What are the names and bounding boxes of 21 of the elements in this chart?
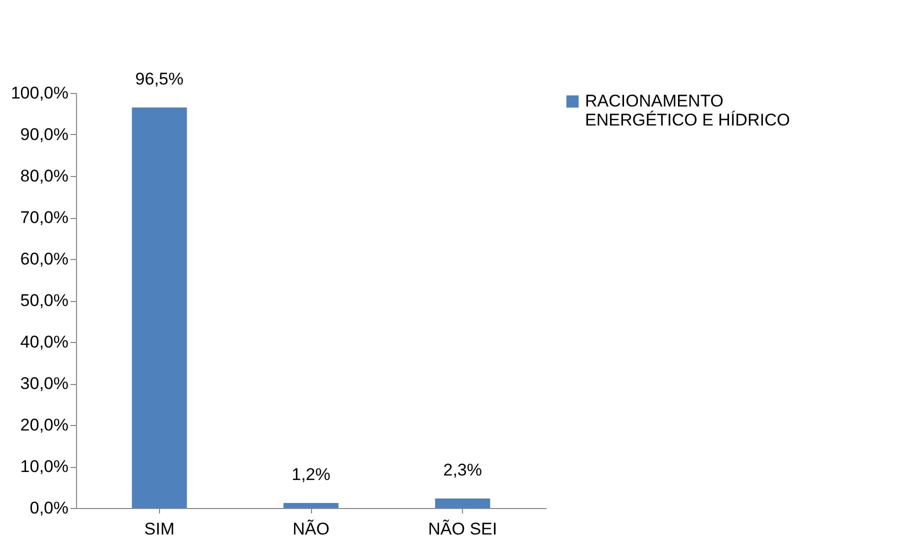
y-tick-label: 70,0%	[20, 208, 68, 227]
y-tick-label: 40,0%	[20, 332, 68, 352]
data-label: 1,2%	[292, 465, 330, 484]
bar	[132, 108, 187, 508]
legend-label: RACIONAMENTO ENERGÉTICO E HÍDRICO	[585, 92, 790, 130]
bar	[435, 498, 490, 508]
y-tick-label: 20,0%	[20, 416, 68, 434]
y-tick-label: 0,0%	[30, 498, 68, 518]
y-tick-label: 100,0%	[10, 84, 68, 102]
y-tick-label: 80,0%	[20, 166, 68, 186]
y-tick-label: 10,0%	[20, 457, 68, 476]
data-label: 2,3%	[443, 460, 482, 480]
y-tick-label: 60,0%	[20, 250, 68, 268]
y-tick-label: 90,0%	[20, 125, 68, 144]
y-tick-label: 50,0%	[20, 291, 68, 310]
x-tick-label: NÃO	[292, 520, 330, 538]
y-tick-label: 30,0%	[20, 374, 68, 393]
x-tick-label: NÃO SEI	[428, 520, 498, 538]
bar	[284, 503, 338, 508]
x-tick-label: SIM	[144, 520, 175, 538]
data-label: 96,5%	[135, 70, 184, 89]
